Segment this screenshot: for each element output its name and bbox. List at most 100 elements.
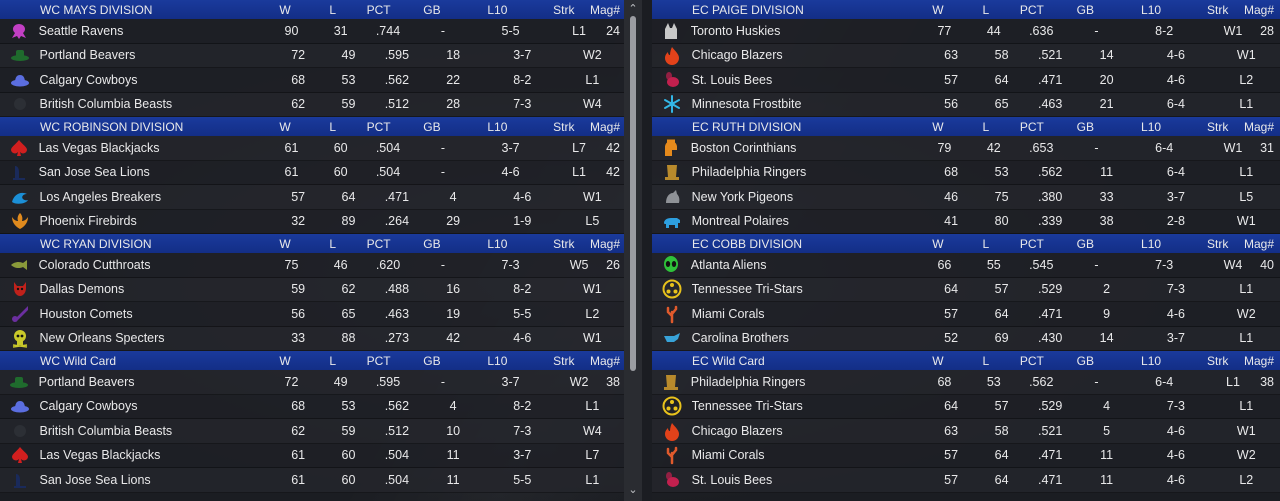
division-header[interactable]: WC ROBINSON DIVISION W L PCT GB L10 Strk… <box>0 117 624 136</box>
col-header-l[interactable]: L <box>329 353 337 368</box>
col-header-pct[interactable]: PCT <box>1019 353 1044 368</box>
col-header-w[interactable]: W <box>932 2 944 17</box>
team-row[interactable]: San Jose Sea Lions 61 60 .504 11 5-5 L1 <box>0 468 624 493</box>
team-row[interactable]: Carolina Brothers 52 69 .430 14 3-7 L1 <box>652 326 1280 351</box>
col-header-pct[interactable]: PCT <box>1019 2 1044 17</box>
team-name[interactable]: Portland Beavers <box>38 374 135 389</box>
team-name[interactable]: Philadelphia Ringers <box>690 374 806 389</box>
col-header-gb[interactable]: GB <box>1076 2 1094 17</box>
team-name[interactable]: New Orleans Specters <box>39 331 165 346</box>
col-header-mag[interactable]: Mag# <box>1243 353 1274 368</box>
team-name[interactable]: Dallas Demons <box>39 282 125 297</box>
scrollbar[interactable]: ⌃ ⌄ <box>624 0 642 501</box>
col-header-w[interactable]: W <box>932 119 944 134</box>
col-header-strk[interactable]: Strk <box>1207 2 1229 17</box>
team-name[interactable]: St. Louis Bees <box>691 72 773 87</box>
division-header[interactable]: EC RUTH DIVISION W L PCT GB L10 Strk Mag… <box>652 117 1280 136</box>
team-name[interactable]: British Columbia Beasts <box>39 97 173 112</box>
division-header[interactable]: WC MAYS DIVISION W L PCT GB L10 Strk Mag… <box>0 0 624 19</box>
standings-panel-left[interactable]: WC MAYS DIVISION W L PCT GB L10 Strk Mag… <box>0 0 624 501</box>
team-name[interactable]: Las Vegas Blackjacks <box>38 140 160 155</box>
col-header-w[interactable]: W <box>279 236 291 251</box>
team-row[interactable]: Montreal Polaires 41 80 .339 38 2-8 W1 <box>652 209 1280 234</box>
col-header-w[interactable]: W <box>279 119 291 134</box>
team-row[interactable]: Chicago Blazers 63 58 .521 5 4-6 W1 <box>652 419 1280 444</box>
team-row[interactable]: St. Louis Bees 57 64 .471 11 4-6 L2 <box>652 468 1280 493</box>
team-name[interactable]: Chicago Blazers <box>691 423 783 438</box>
team-row[interactable]: Seattle Ravens 90 31 .744 - 5-5 L1 24 <box>0 19 624 44</box>
team-name[interactable]: British Columbia Beasts <box>39 423 173 438</box>
col-header-pct[interactable]: PCT <box>1019 119 1044 134</box>
team-row[interactable]: Colorado Cutthroats 75 46 .620 - 7-3 W5 … <box>0 253 624 278</box>
team-name[interactable]: New York Pigeons <box>691 189 794 204</box>
col-header-mag[interactable]: Mag# <box>1243 2 1274 17</box>
col-header-gb[interactable]: GB <box>1076 236 1094 251</box>
col-header-gb[interactable]: GB <box>1076 119 1094 134</box>
division-header[interactable]: WC Wild Card W L PCT GB L10 Strk Mag# <box>0 351 624 370</box>
division-header[interactable]: EC Wild Card W L PCT GB L10 Strk Mag# <box>652 351 1280 370</box>
team-row[interactable]: Philadelphia Ringers 68 53 .562 - 6-4 L1… <box>652 370 1280 395</box>
team-name[interactable]: Atlanta Aliens <box>690 257 767 272</box>
col-header-l10[interactable]: L10 <box>487 236 508 251</box>
team-row[interactable]: Portland Beavers 72 49 .595 18 3-7 W2 <box>0 43 624 68</box>
col-header-w[interactable]: W <box>279 353 291 368</box>
col-header-l10[interactable]: L10 <box>487 2 508 17</box>
team-row[interactable]: Calgary Cowboys 68 53 .562 4 8-2 L1 <box>0 394 624 419</box>
team-row[interactable]: British Columbia Beasts 62 59 .512 10 7-… <box>0 419 624 444</box>
col-header-pct[interactable]: PCT <box>1019 236 1044 251</box>
col-header-l10[interactable]: L10 <box>1141 236 1162 251</box>
col-header-gb[interactable]: GB <box>423 2 441 17</box>
col-header-mag[interactable]: Mag# <box>1243 119 1274 134</box>
team-name[interactable]: Colorado Cutthroats <box>38 257 151 272</box>
team-row[interactable]: Philadelphia Ringers 68 53 .562 11 6-4 L… <box>652 160 1280 185</box>
col-header-l10[interactable]: L10 <box>1141 119 1162 134</box>
team-row[interactable]: New York Pigeons 46 75 .380 33 3-7 L5 <box>652 185 1280 210</box>
team-name[interactable]: Chicago Blazers <box>691 48 783 63</box>
col-header-pct[interactable]: PCT <box>366 353 391 368</box>
team-name[interactable]: Toronto Huskies <box>690 23 781 38</box>
team-row[interactable]: New Orleans Specters 33 88 .273 42 4-6 W… <box>0 326 624 351</box>
scroll-down-icon[interactable]: ⌄ <box>628 484 638 496</box>
division-header[interactable]: WC RYAN DIVISION W L PCT GB L10 Strk Mag… <box>0 234 624 253</box>
team-name[interactable]: Los Angeles Breakers <box>39 189 162 204</box>
team-row[interactable]: St. Louis Bees 57 64 .471 20 4-6 L2 <box>652 68 1280 93</box>
team-name[interactable]: San Jose Sea Lions <box>38 165 150 180</box>
team-name[interactable]: Las Vegas Blackjacks <box>39 448 161 463</box>
col-header-strk[interactable]: Strk <box>1207 353 1229 368</box>
team-name[interactable]: Portland Beavers <box>39 48 136 63</box>
col-header-l[interactable]: L <box>982 119 990 134</box>
team-name[interactable]: Tennessee Tri-Stars <box>691 282 803 297</box>
col-header-pct[interactable]: PCT <box>366 2 391 17</box>
team-name[interactable]: St. Louis Bees <box>691 472 773 487</box>
col-header-mag[interactable]: Mag# <box>589 236 620 251</box>
team-name[interactable]: Miami Corals <box>691 448 765 463</box>
team-row[interactable]: Minnesota Frostbite 56 65 .463 21 6-4 L1 <box>652 92 1280 117</box>
col-header-gb[interactable]: GB <box>1076 353 1094 368</box>
team-name[interactable]: Phoenix Firebirds <box>39 214 137 229</box>
team-row[interactable]: Calgary Cowboys 68 53 .562 22 8-2 L1 <box>0 68 624 93</box>
team-row[interactable]: Miami Corals 57 64 .471 11 4-6 W2 <box>652 443 1280 468</box>
col-header-l[interactable]: L <box>982 236 990 251</box>
team-name[interactable]: Montreal Polaires <box>691 214 789 229</box>
team-row[interactable]: Phoenix Firebirds 32 89 .264 29 1-9 L5 <box>0 209 624 234</box>
col-header-strk[interactable]: Strk <box>553 2 575 17</box>
team-row[interactable]: Dallas Demons 59 62 .488 16 8-2 W1 <box>0 277 624 302</box>
col-header-w[interactable]: W <box>932 353 944 368</box>
team-row[interactable]: Atlanta Aliens 66 55 .545 - 7-3 W4 40 <box>652 253 1280 278</box>
division-header[interactable]: EC PAIGE DIVISION W L PCT GB L10 Strk Ma… <box>652 0 1280 19</box>
col-header-l10[interactable]: L10 <box>1141 2 1162 17</box>
team-name[interactable]: Calgary Cowboys <box>39 399 138 414</box>
team-row[interactable]: Los Angeles Breakers 57 64 .471 4 4-6 W1 <box>0 185 624 210</box>
team-row[interactable]: Houston Comets 56 65 .463 19 5-5 L2 <box>0 302 624 327</box>
team-name[interactable]: San Jose Sea Lions <box>39 472 151 487</box>
team-name[interactable]: Seattle Ravens <box>38 23 124 38</box>
col-header-strk[interactable]: Strk <box>553 353 575 368</box>
col-header-l10[interactable]: L10 <box>487 353 508 368</box>
team-name[interactable]: Philadelphia Ringers <box>691 165 807 180</box>
standings-panel-right[interactable]: EC PAIGE DIVISION W L PCT GB L10 Strk Ma… <box>652 0 1280 501</box>
col-header-l[interactable]: L <box>329 2 337 17</box>
team-name[interactable]: Houston Comets <box>39 306 133 321</box>
col-header-gb[interactable]: GB <box>423 236 441 251</box>
team-name[interactable]: Carolina Brothers <box>691 331 789 346</box>
team-name[interactable]: Calgary Cowboys <box>39 72 138 87</box>
